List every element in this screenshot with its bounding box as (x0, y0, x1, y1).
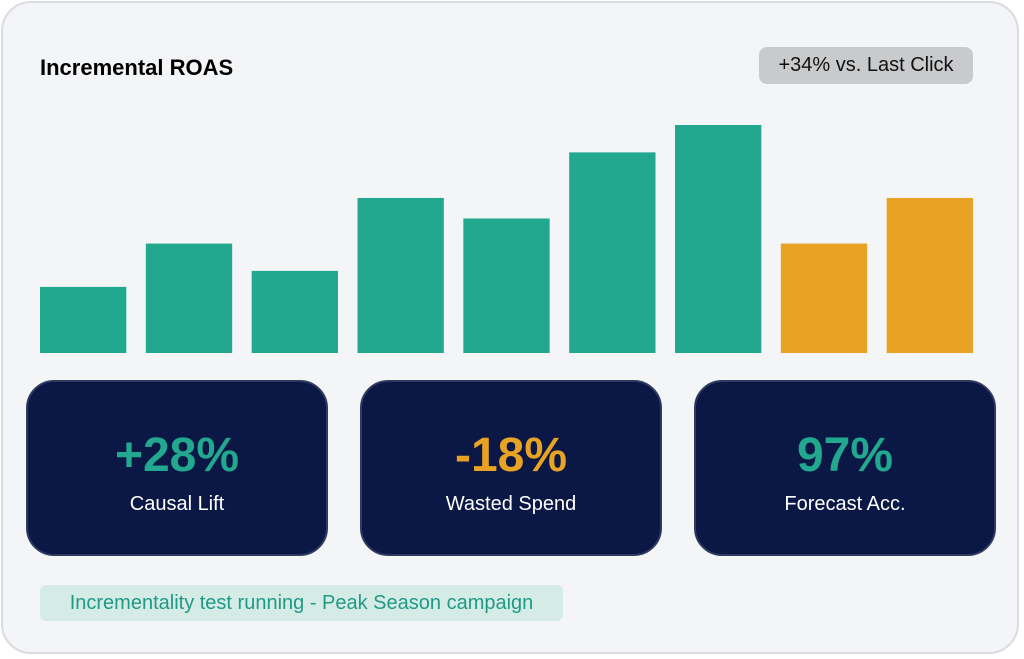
chart-bar-7 (675, 125, 762, 353)
kpi-value: 97% (796, 429, 894, 482)
chart-bar-5 (463, 218, 550, 353)
chart-bar-3 (251, 270, 338, 353)
kpi-label: Forecast Acc. (784, 493, 906, 515)
card-title: Incremental ROAS (40, 55, 234, 80)
kpi-card-causal-lift: +28% Causal Lift (26, 380, 328, 556)
chart-bar-8 (780, 243, 868, 353)
kpi-card-wasted-spend: -18% Wasted Spend (360, 380, 662, 556)
test-status-banner: Incrementality test running - Peak Seaso… (40, 585, 563, 621)
chart-bar-1 (40, 286, 127, 353)
kpi-label: Wasted Spend (445, 493, 577, 515)
chart-bar-4 (357, 197, 444, 353)
kpi-value: +28% (114, 429, 240, 482)
kpi-label: Causal Lift (129, 493, 225, 515)
chart-bar-2 (145, 243, 233, 353)
kpi-value: -18% (454, 429, 568, 482)
kpi-card-forecast-accuracy: 97% Forecast Acc. (694, 380, 996, 556)
chart-bar-9 (886, 197, 973, 353)
comparison-badge: +34% vs. Last Click (759, 47, 973, 84)
chart-bar-6 (569, 152, 656, 353)
roas-bar-chart (40, 125, 973, 353)
